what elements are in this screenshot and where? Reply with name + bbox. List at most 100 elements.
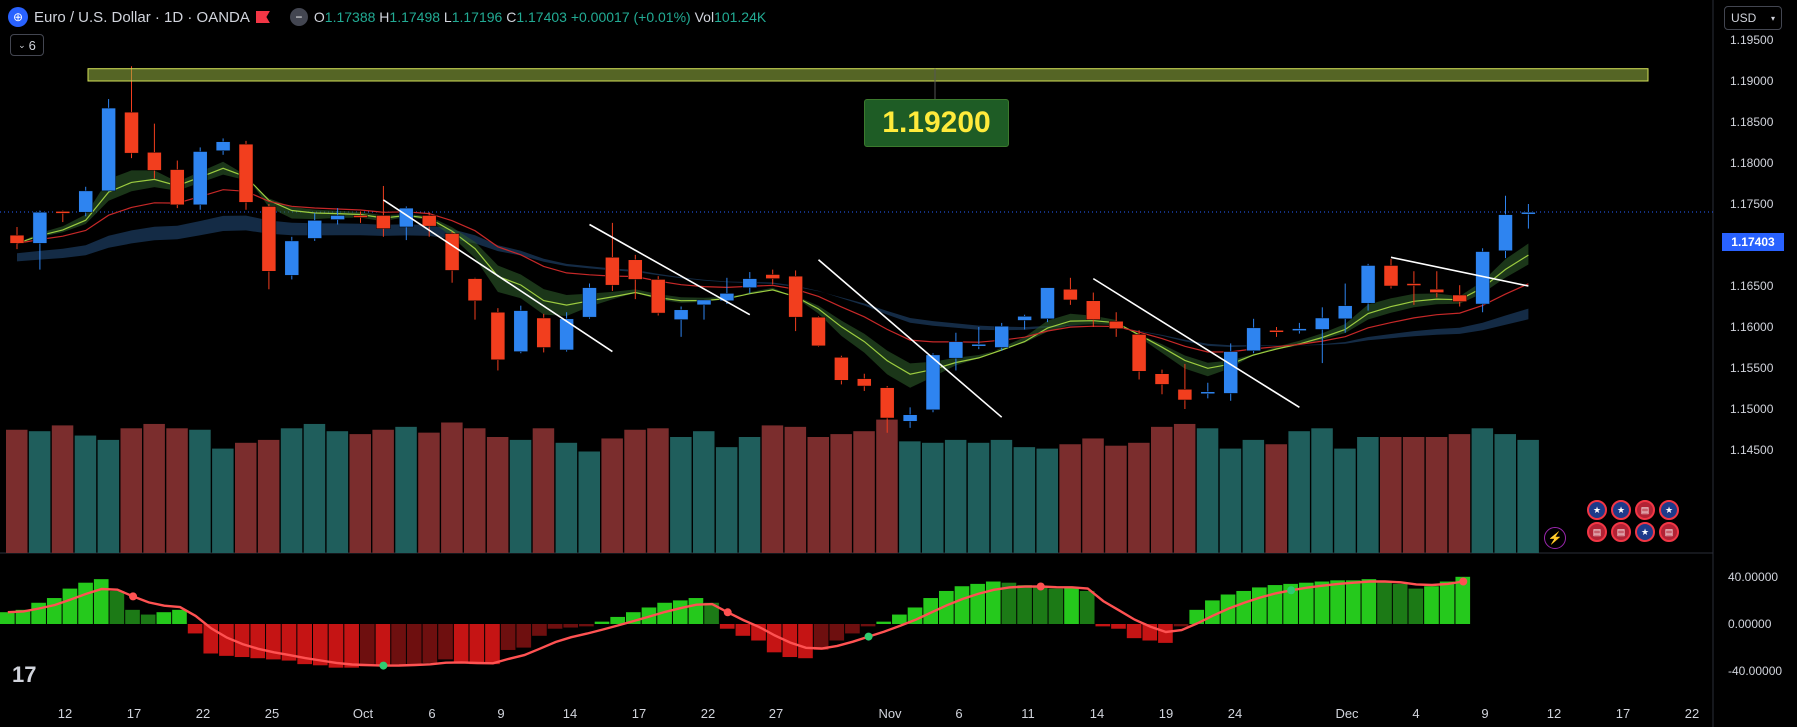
time-tick-label: Oct: [353, 706, 374, 721]
us-flag-icon[interactable]: ▤: [1587, 522, 1607, 542]
tradingview-logo[interactable]: 17: [12, 662, 37, 687]
macd-tick-label: 0.00000: [1728, 617, 1772, 631]
volume-bar: [372, 429, 394, 553]
macd-histogram-bar: [375, 624, 391, 667]
macd-histogram-bar: [1126, 624, 1142, 639]
time-tick-label: 14: [563, 706, 577, 721]
symbol-title[interactable]: Euro / U.S. Dollar · 1D · OANDA: [34, 8, 250, 26]
flag-icon[interactable]: [255, 11, 270, 23]
candle-body: [834, 357, 849, 381]
macd-histogram-bar: [1283, 583, 1298, 624]
candle-body: [147, 152, 162, 171]
volume-bar: [418, 432, 440, 553]
resistance-zone-rect: [87, 68, 1649, 82]
macd-histogram-bar: [1064, 587, 1079, 624]
macd-histogram-bar: [0, 612, 15, 624]
hide-legend-button[interactable]: −: [289, 8, 308, 26]
volume-bar: [647, 428, 669, 553]
candle-body: [307, 220, 322, 239]
candle-body: [1017, 316, 1032, 321]
time-tick-label: 22: [701, 706, 715, 721]
indicator-toggle-button[interactable]: ⌄ 6: [10, 34, 44, 56]
macd-histogram-bar: [939, 590, 954, 624]
candle-body: [238, 143, 254, 203]
volume-bar: [97, 439, 120, 553]
volume-bar: [464, 428, 486, 553]
time-tick-label: 17: [127, 706, 141, 721]
macd-cross-dot: [864, 632, 873, 641]
macd-histogram-bar: [1001, 582, 1017, 624]
candle-body: [536, 317, 551, 348]
macd-histogram-bar: [954, 586, 970, 624]
candle-body: [9, 234, 25, 244]
macd-histogram-bar: [1158, 624, 1173, 643]
macd-histogram-bar: [1424, 586, 1439, 624]
macd-histogram-bar: [1314, 581, 1330, 624]
eu-flag-icon[interactable]: ★: [1635, 522, 1655, 542]
candle-body: [1131, 334, 1147, 372]
candle-body: [1177, 389, 1193, 401]
macd-histogram-bar: [406, 624, 422, 665]
eu-flag-icon[interactable]: ★: [1659, 500, 1679, 520]
macd-histogram-bar: [1252, 587, 1267, 624]
volume-bar: [1151, 426, 1173, 553]
zone-price-label[interactable]: 1.19200: [864, 99, 1009, 147]
volume-bar: [1128, 442, 1150, 553]
time-tick-label: 24: [1228, 706, 1242, 721]
candle-body: [1315, 317, 1330, 330]
candle-body: [513, 310, 529, 352]
us-flag-icon[interactable]: ▤: [1659, 522, 1679, 542]
macd-histogram-bar: [766, 624, 782, 653]
volume-bar: [6, 429, 28, 553]
volume-bar: [74, 435, 97, 553]
macd-histogram-bar: [109, 590, 125, 624]
candle-body: [971, 343, 987, 347]
currency-select[interactable]: USD ▾: [1724, 6, 1782, 30]
candle-body: [78, 190, 93, 213]
candle-body: [376, 215, 391, 229]
time-tick-label: 19: [1159, 706, 1173, 721]
ohlc-values: O1.17388 H1.17498 L1.17196 C1.17403 +0.0…: [313, 9, 767, 25]
volume-bar: [1059, 444, 1081, 553]
time-tick-label: 12: [1547, 706, 1561, 721]
eu-flag-icon[interactable]: ★: [1611, 500, 1631, 520]
volume-bar: [1334, 448, 1356, 553]
time-tick-label: 9: [1481, 706, 1488, 721]
volume-bar: [1380, 437, 1402, 553]
macd-histogram-bar: [688, 598, 704, 624]
volume-bar: [761, 425, 784, 553]
candles: [9, 66, 1536, 433]
candle-body: [55, 211, 71, 214]
volume-bar: [990, 439, 1013, 553]
candle-body: [421, 215, 437, 227]
volume-bar: [1517, 439, 1539, 553]
macd-histogram-bar: [579, 624, 594, 627]
candle-body: [1154, 373, 1170, 385]
us-flag-icon[interactable]: ▤: [1611, 522, 1631, 542]
macd-histogram-bar: [93, 579, 109, 624]
lightning-icon[interactable]: ⚡: [1544, 527, 1566, 549]
macd-histogram-bar: [469, 624, 485, 665]
volume-bar: [257, 439, 280, 553]
globe-icon[interactable]: ⊕: [8, 7, 28, 27]
macd-histogram-bar: [923, 598, 938, 624]
macd-histogram-bar: [907, 607, 923, 624]
volume-bar: [280, 428, 303, 553]
macd-histogram-bar: [62, 588, 78, 624]
candle-body: [1246, 327, 1261, 352]
us-flag-icon[interactable]: ▤: [1635, 500, 1655, 520]
volume-bar: [1311, 428, 1333, 553]
price-axis: 1.195001.190001.185001.180001.175001.170…: [1728, 33, 1782, 678]
eu-flag-icon[interactable]: ★: [1587, 500, 1607, 520]
trend-lines: [382, 199, 1529, 418]
macd-cross-dot: [1459, 577, 1468, 586]
macd-histogram-bar: [985, 581, 1001, 624]
macd-histogram-bar: [563, 624, 579, 628]
macd-histogram-bar: [1377, 581, 1392, 624]
macd-histogram-bar: [610, 616, 625, 624]
candle-body: [1360, 265, 1376, 304]
macd-histogram-bar: [594, 621, 610, 624]
candle-body: [170, 169, 185, 206]
macd-histogram-bar: [31, 602, 46, 624]
